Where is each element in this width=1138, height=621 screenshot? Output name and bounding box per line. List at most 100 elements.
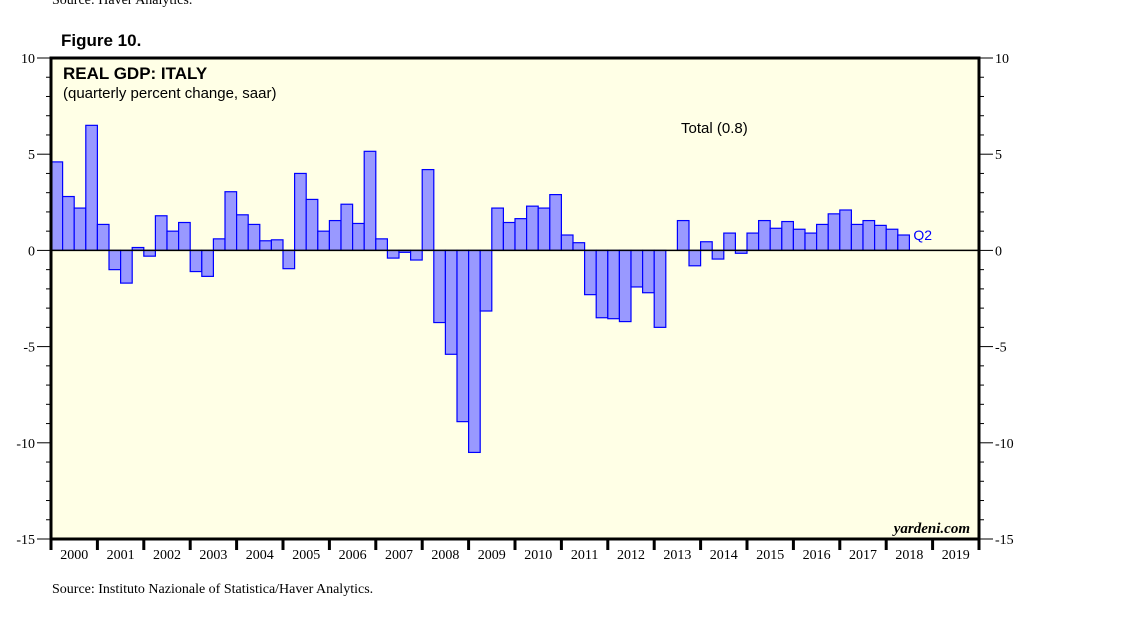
chart-title: REAL GDP: ITALY — [63, 64, 208, 83]
year-label: 2011 — [571, 548, 598, 563]
chart-subtitle: (quarterly percent change, saar) — [63, 85, 276, 102]
bar — [653, 249, 667, 328]
bar — [212, 238, 226, 252]
total-annotation: Total (0.8) — [681, 120, 748, 137]
bar — [491, 207, 504, 252]
bar — [259, 240, 272, 251]
bar — [873, 224, 887, 251]
bar — [479, 249, 493, 312]
bar — [897, 234, 910, 251]
plot-area — [51, 58, 979, 539]
bar — [595, 249, 609, 319]
left-tick-label: -10 — [16, 437, 35, 452]
last-quarter-label: Q2 — [913, 227, 932, 243]
year-label: 2010 — [524, 548, 552, 563]
left-tick-label: 0 — [28, 244, 35, 259]
bar — [456, 249, 470, 423]
year-label: 2019 — [942, 548, 970, 563]
year-label: 2001 — [107, 548, 135, 563]
right-tick-label: 0 — [995, 244, 1002, 259]
year-label: 2004 — [246, 548, 274, 563]
bar — [583, 249, 597, 296]
bar — [514, 218, 528, 252]
bar — [537, 207, 551, 252]
bar — [270, 239, 284, 251]
bar — [421, 168, 435, 251]
bar — [502, 221, 516, 251]
bar — [525, 205, 539, 251]
left-tick-label: 10 — [21, 52, 35, 67]
left-tick-label: -5 — [23, 341, 35, 356]
year-label: 2008 — [431, 548, 459, 563]
bar — [885, 228, 899, 251]
year-label: 2000 — [60, 548, 88, 563]
right-tick-label: -5 — [995, 341, 1007, 356]
bar — [839, 209, 852, 252]
year-label: 2006 — [339, 548, 367, 563]
bar — [108, 249, 122, 271]
year-label: 2015 — [756, 548, 784, 563]
right-tick-label: -10 — [995, 437, 1014, 452]
bar — [96, 223, 110, 251]
bar — [688, 249, 702, 267]
yardeni-watermark: yardeni.com — [892, 521, 970, 537]
source-note: Source: Instituto Nazionale of Statistic… — [52, 582, 373, 597]
bar — [201, 249, 215, 277]
left-tick-label: 5 — [28, 148, 35, 163]
bar — [444, 249, 458, 355]
right-tick-label: -15 — [995, 533, 1014, 548]
bar — [549, 194, 562, 252]
right-tick-label: 10 — [995, 52, 1009, 67]
year-label: 2009 — [478, 548, 506, 563]
bar — [178, 221, 191, 251]
bar — [560, 234, 574, 251]
bar — [746, 232, 760, 251]
bar — [630, 249, 644, 288]
bar — [236, 214, 249, 252]
year-label: 2012 — [617, 548, 645, 563]
bar — [827, 213, 841, 251]
bar — [50, 161, 64, 251]
bar — [352, 222, 365, 252]
bar — [247, 223, 261, 251]
year-label: 2007 — [385, 548, 413, 563]
year-label: 2017 — [849, 548, 877, 563]
bar — [804, 232, 818, 251]
year-label: 2002 — [153, 548, 181, 563]
bar — [699, 241, 713, 252]
bar — [781, 220, 794, 251]
bar — [119, 249, 133, 284]
bar — [143, 249, 157, 257]
bar — [792, 228, 806, 251]
bar — [757, 219, 771, 252]
bar — [618, 249, 632, 323]
bar — [166, 230, 180, 252]
bar — [317, 230, 330, 252]
right-tick-label: 5 — [995, 148, 1002, 163]
bar — [294, 172, 307, 252]
bar — [572, 242, 586, 251]
bar — [305, 198, 319, 252]
bar — [862, 219, 876, 252]
bar — [85, 124, 99, 251]
bar — [468, 249, 481, 454]
year-label: 2016 — [803, 548, 831, 563]
bar — [607, 249, 620, 320]
bar — [154, 215, 168, 252]
bar — [641, 249, 655, 294]
bar — [363, 150, 377, 251]
bar — [815, 223, 829, 251]
bar — [224, 191, 238, 252]
bar — [282, 249, 296, 270]
y-axes: 10 10 5 5 0 0 -5 -5 -10 -10 -15 -15 — [16, 52, 1013, 548]
figure-label: Figure 10. — [61, 31, 141, 50]
bar — [769, 227, 783, 252]
bar — [189, 249, 203, 273]
bar — [433, 249, 446, 324]
year-label: 2018 — [895, 548, 923, 563]
bar — [850, 223, 864, 251]
bar — [711, 249, 725, 260]
year-label: 2005 — [292, 548, 320, 563]
bar — [328, 219, 342, 252]
